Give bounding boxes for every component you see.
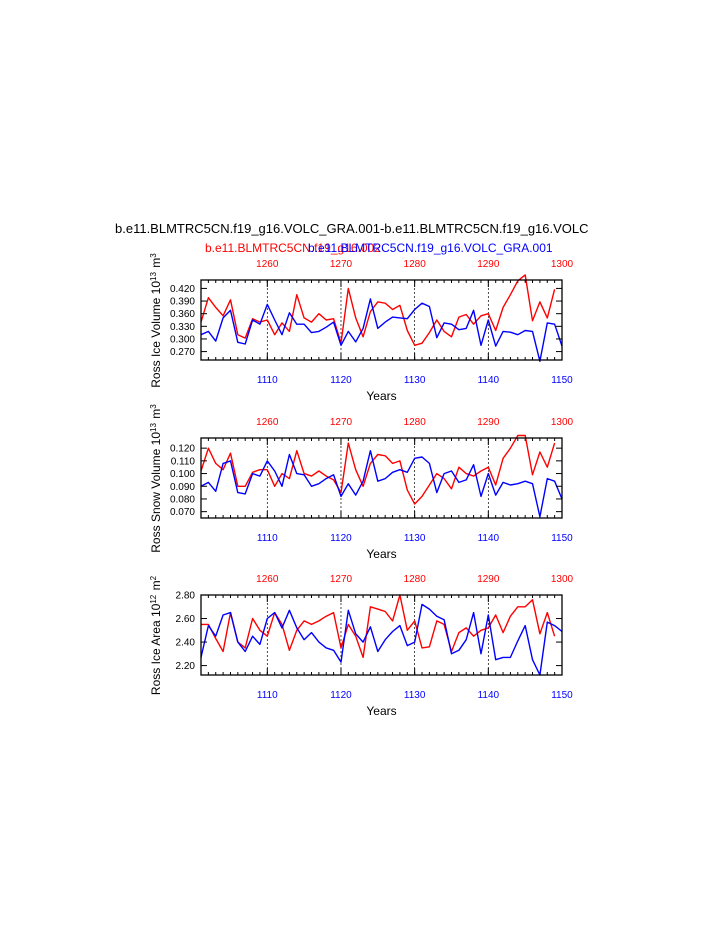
- series-line-red: [200, 434, 556, 505]
- y-tick-label: 0.420: [170, 284, 195, 295]
- x-tick-label-bottom: 1130: [404, 533, 426, 544]
- x-tick-label-bottom: 1110: [257, 375, 278, 386]
- x-tick-label-top: 1290: [477, 417, 500, 428]
- x-tick-label-top: 1260: [256, 574, 279, 585]
- x-tick-label-top: 1270: [330, 259, 353, 270]
- plot-frame: [200, 594, 563, 676]
- x-tick-label-top: 1260: [256, 259, 279, 270]
- x-axis-title: Years: [366, 389, 396, 403]
- x-tick-label-bottom: 1150: [551, 690, 573, 701]
- x-tick-label-top: 1260: [256, 417, 279, 428]
- x-tick-label-bottom: 1140: [478, 533, 500, 544]
- y-tick-label: 0.360: [170, 309, 195, 320]
- plot-frame: [200, 437, 563, 519]
- y-tick-label: 2.40: [176, 638, 196, 649]
- series-line-blue: [200, 450, 563, 518]
- x-tick-label-bottom: 1120: [330, 690, 352, 701]
- x-tick-label-bottom: 1120: [330, 533, 352, 544]
- x-tick-label-top: 1300: [551, 574, 574, 585]
- x-tick-label-bottom: 1150: [551, 375, 573, 386]
- series-line-red: [200, 274, 556, 346]
- x-tick-label-bottom: 1150: [551, 533, 573, 544]
- y-tick-label: 0.070: [170, 507, 195, 518]
- y-tick-label: 0.120: [170, 444, 195, 455]
- chart-panel-3: 2.20 2.40 2.60 2.80 1110 1120 1130 1140 1150 1260…: [149, 574, 574, 718]
- x-tick-label-top: 1280: [404, 574, 427, 585]
- x-tick-label-top: 1290: [477, 574, 500, 585]
- x-tick-label-top: 1300: [551, 417, 574, 428]
- x-tick-label-bottom: 1130: [404, 375, 426, 386]
- x-tick-label-bottom: 1140: [478, 375, 500, 386]
- x-tick-label-bottom: 1140: [478, 690, 500, 701]
- y-tick-label: 0.270: [170, 347, 195, 358]
- x-tick-label-top: 1280: [404, 417, 427, 428]
- x-tick-label-bottom: 1110: [257, 690, 278, 701]
- x-tick-label-bottom: 1130: [404, 690, 426, 701]
- series-line-blue: [200, 298, 563, 362]
- y-axis-title: Ross Ice Volume 1013 m3: [149, 252, 163, 387]
- y-tick-label: 0.390: [170, 297, 195, 308]
- y-tick-label: 2.80: [176, 591, 196, 602]
- legend-label-blue: b.e11.BLMTRC5CN.f19_g16.VOLC_GRA.001: [308, 241, 553, 255]
- x-tick-label-top: 1270: [330, 417, 353, 428]
- y-axis-title: Ross Ice Area 1012 m2: [149, 575, 163, 695]
- y-axis-title: Ross Snow Volume 1013 m3: [149, 403, 163, 552]
- y-tick-label: 2.20: [176, 661, 196, 672]
- x-tick-label-top: 1280: [404, 259, 427, 270]
- x-tick-label-top: 1270: [330, 574, 353, 585]
- series-line-red: [201, 594, 556, 659]
- y-tick-label: 0.300: [170, 334, 195, 345]
- x-tick-label-bottom: 1120: [330, 375, 352, 386]
- y-tick-label: 0.100: [170, 469, 195, 480]
- x-tick-label-top: 1290: [477, 259, 500, 270]
- x-axis-title: Years: [366, 704, 396, 718]
- x-tick-label-bottom: 1110: [257, 533, 278, 544]
- y-tick-label: 0.090: [170, 482, 195, 493]
- series-line-blue: [200, 603, 563, 676]
- chart-title: b.e11.BLMTRC5CN.f19_g16.VOLC_GRA.001-b.e…: [115, 221, 589, 236]
- y-tick-label: 0.330: [170, 322, 195, 333]
- y-tick-label: 0.110: [171, 456, 196, 467]
- y-tick-label: 0.080: [170, 494, 195, 505]
- plot-frame: [200, 279, 563, 361]
- x-axis-title: Years: [366, 547, 396, 561]
- y-tick-label: 2.60: [176, 614, 196, 625]
- legend-label-red: b.e11.BLMTRC5CN.f19_g16.002: [205, 241, 381, 255]
- x-tick-label-top: 1300: [551, 259, 574, 270]
